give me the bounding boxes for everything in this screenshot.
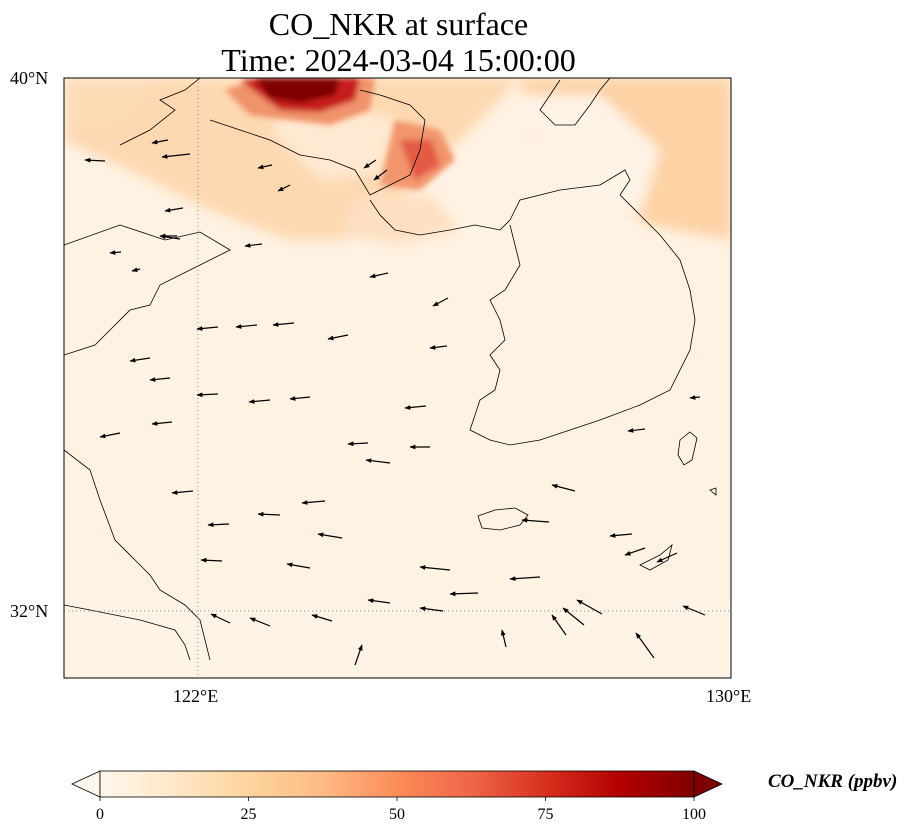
wind-arrow <box>449 591 479 597</box>
wind-arrow <box>373 169 388 181</box>
wind-arrow <box>429 344 448 350</box>
wind-arrow <box>109 250 122 255</box>
wind-arrow <box>354 644 363 666</box>
wind-arrow <box>210 613 231 624</box>
wind-arrow <box>129 357 151 363</box>
wind-arrow <box>347 441 369 447</box>
wind-arrow <box>159 234 181 240</box>
wind-arrow <box>200 557 223 563</box>
wind-arrow <box>432 297 449 307</box>
colorbar-gradient <box>99 770 695 798</box>
wind-arrow <box>419 606 444 612</box>
colorbar-tick-75: 75 <box>537 806 554 823</box>
wind-arrow <box>196 326 219 331</box>
wind-arrow <box>301 500 326 505</box>
gridlines <box>64 78 731 678</box>
wind-arrow <box>576 599 603 615</box>
colorbar-tick-0: 0 <box>96 806 104 823</box>
wind-arrow <box>404 405 427 410</box>
map-time-subtitle: Time: 2024-03-04 15:00:00 <box>221 42 576 78</box>
lon-label-130e: 130°E <box>706 686 752 706</box>
wind-arrow <box>272 322 295 327</box>
wind-arrow <box>257 164 273 170</box>
colorbar-extend-max <box>693 770 723 798</box>
wind-arrow <box>151 421 173 426</box>
wind-vectors <box>84 139 706 666</box>
wind-arrow <box>562 607 585 626</box>
wind-arrow <box>84 157 106 163</box>
wind-arrow <box>164 207 184 213</box>
wind-arrow <box>277 184 291 192</box>
wind-arrow <box>196 392 219 398</box>
colorbar-tick-100: 100 <box>682 806 706 823</box>
wind-arrow <box>244 242 263 248</box>
wind-arrow <box>551 614 567 636</box>
coastlines <box>64 78 717 661</box>
colorbar <box>71 770 723 801</box>
wind-arrow <box>327 334 349 341</box>
wind-arrow <box>367 598 391 604</box>
wind-arrow <box>248 399 271 404</box>
wind-arrow <box>151 139 169 145</box>
colorbar-extend-min <box>71 770 101 798</box>
wind-arrow <box>207 522 230 528</box>
wind-arrow <box>363 159 377 169</box>
colorbar-tick-25: 25 <box>240 806 257 823</box>
wind-arrow <box>689 395 701 400</box>
wind-arrow <box>682 605 706 616</box>
wind-arrow <box>521 518 550 523</box>
lat-label-32n: 32°N <box>10 601 49 621</box>
map-title: CO_NKR at surface <box>268 6 529 42</box>
wind-arrow <box>249 617 271 627</box>
wind-arrow <box>257 511 281 517</box>
wind-arrow <box>509 576 541 582</box>
colorbar-label: CO_NKR (ppbv) <box>768 771 898 792</box>
wind-arrow <box>171 490 194 495</box>
wind-arrow <box>627 427 646 433</box>
wind-arrow <box>161 153 191 159</box>
wind-arrow <box>131 267 141 273</box>
wind-arrow <box>369 272 389 279</box>
wind-arrow <box>635 632 655 659</box>
wind-arrow <box>551 484 576 492</box>
lat-label-40n: 40°N <box>10 68 49 88</box>
wind-arrow <box>286 562 311 569</box>
map-frame <box>63 77 732 679</box>
wind-arrow <box>365 458 391 464</box>
wind-arrow <box>624 547 646 556</box>
wind-arrow <box>235 324 258 329</box>
wind-arrow <box>149 377 171 382</box>
colorbar-tick-50: 50 <box>389 806 405 823</box>
wind-arrow <box>289 396 311 401</box>
wind-arrow <box>419 565 451 571</box>
wind-arrow <box>656 552 678 563</box>
lon-label-122e: 122°E <box>173 686 219 706</box>
wind-arrow <box>609 533 633 538</box>
wind-arrow <box>99 432 121 439</box>
co-concentration-field <box>64 78 731 678</box>
wind-arrow <box>311 614 333 622</box>
wind-arrow <box>500 629 507 648</box>
wind-arrow <box>317 532 343 539</box>
